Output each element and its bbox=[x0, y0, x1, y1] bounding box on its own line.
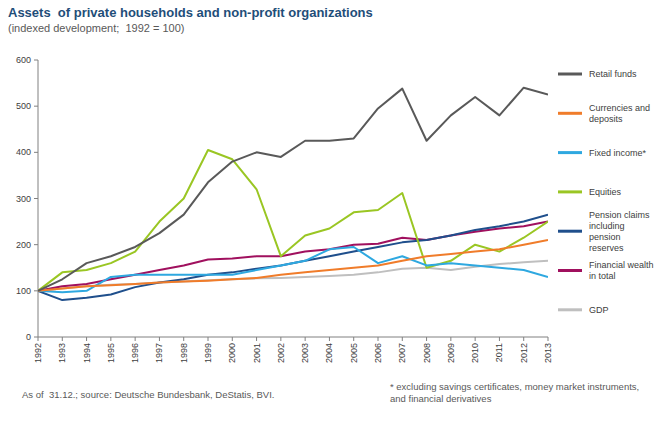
x-tick-label: 1996 bbox=[130, 343, 140, 363]
x-tick-label: 2008 bbox=[422, 343, 432, 363]
y-tick bbox=[34, 198, 38, 199]
chart-container: Assets of private households and non-pro… bbox=[0, 0, 661, 421]
series-line bbox=[38, 215, 548, 300]
x-tick-label: 2006 bbox=[373, 343, 383, 363]
x-tick-label: 2011 bbox=[494, 343, 504, 362]
x-tick-label: 2004 bbox=[324, 343, 334, 363]
legend-label: Equities bbox=[589, 187, 622, 197]
x-tick bbox=[499, 337, 500, 341]
x-tick-label: 1995 bbox=[106, 343, 116, 363]
y-tick bbox=[34, 152, 38, 153]
x-tick-label: 2000 bbox=[227, 343, 237, 363]
x-tick bbox=[62, 337, 63, 341]
x-tick bbox=[353, 337, 354, 341]
x-tick-label: 2001 bbox=[252, 343, 262, 363]
x-tick bbox=[208, 337, 209, 341]
footnote: * excluding savings certificates, money … bbox=[390, 381, 642, 404]
legend-label-line: Currencies and bbox=[589, 103, 653, 113]
x-tick bbox=[475, 337, 476, 341]
x-tick-label: 2012 bbox=[519, 343, 529, 363]
x-tick-label: 2002 bbox=[276, 343, 286, 363]
legend-label-line: GDP bbox=[589, 305, 609, 315]
legend-label-line: Pension claims bbox=[589, 210, 652, 220]
legend-label-line: Financial wealth bbox=[589, 260, 656, 270]
legend-swatch bbox=[558, 151, 582, 154]
x-tick-label: 2005 bbox=[349, 343, 359, 363]
legend-swatch bbox=[558, 308, 582, 311]
x-tick-label: 1994 bbox=[82, 343, 92, 363]
plot-area bbox=[38, 88, 548, 300]
legend-label-line: deposits bbox=[589, 114, 623, 124]
y-tick-label: 300 bbox=[16, 194, 31, 204]
x-tick bbox=[256, 337, 257, 341]
x-tick-label: 2013 bbox=[543, 343, 553, 363]
legend-swatch bbox=[558, 230, 582, 233]
series-line bbox=[38, 222, 548, 291]
x-tick-label: 1997 bbox=[154, 343, 164, 363]
legend-label-line: reserves bbox=[589, 243, 624, 253]
x-tick bbox=[450, 337, 451, 341]
y-tick-label: 500 bbox=[16, 101, 31, 111]
legend-label-line: Retail funds bbox=[589, 69, 637, 79]
y-tick bbox=[34, 337, 38, 338]
y-tick-label: 200 bbox=[16, 240, 31, 250]
x-tick-label: 2003 bbox=[300, 343, 310, 363]
source: As of 31.12.; source: Deutsche Bundesban… bbox=[22, 389, 274, 400]
legend-label: Currencies and deposits bbox=[589, 103, 653, 124]
legend-label: Financial wealth in total bbox=[589, 260, 656, 281]
x-tick bbox=[183, 337, 184, 341]
legend-swatch bbox=[558, 269, 582, 272]
legend-label: Fixed income* bbox=[589, 148, 647, 158]
subtitle: (indexed development; 1992 = 100) bbox=[8, 22, 184, 34]
legend-label-line: Equities bbox=[589, 187, 622, 197]
y-tick-label: 0 bbox=[26, 332, 31, 342]
y-tick-label: 100 bbox=[16, 286, 31, 296]
x-tick-label: 1993 bbox=[57, 343, 67, 363]
x-tick bbox=[159, 337, 160, 341]
series-line bbox=[38, 240, 548, 291]
y-tick bbox=[34, 290, 38, 291]
legend-label-line: including bbox=[589, 221, 627, 231]
x-tick-label: 1999 bbox=[203, 343, 213, 363]
x-tick bbox=[378, 337, 379, 341]
x-tick-label: 2009 bbox=[446, 343, 456, 363]
legend-label: Retail funds bbox=[589, 69, 637, 79]
x-tick bbox=[86, 337, 87, 341]
y-tick bbox=[34, 60, 38, 61]
x-axis bbox=[38, 337, 548, 338]
series-line bbox=[38, 150, 548, 291]
x-tick bbox=[329, 337, 330, 341]
footnote-line: and financial derivatives bbox=[390, 393, 492, 404]
x-tick bbox=[426, 337, 427, 341]
legend-swatch bbox=[558, 190, 582, 193]
y-tick-label: 600 bbox=[16, 55, 31, 65]
legend-label: GDP bbox=[589, 305, 609, 315]
x-tick bbox=[280, 337, 281, 341]
x-tick bbox=[110, 337, 111, 341]
legend-label-line: in total bbox=[589, 271, 616, 281]
x-tick-label: 1998 bbox=[179, 343, 189, 363]
x-tick-label: 2010 bbox=[470, 343, 480, 363]
legend-swatch bbox=[558, 112, 582, 115]
legend-label-line: Fixed income* bbox=[589, 148, 647, 158]
legend-label: Pension claims including pension reserve… bbox=[589, 210, 652, 253]
legend-swatch bbox=[558, 73, 582, 76]
x-tick bbox=[38, 337, 39, 341]
x-tick bbox=[548, 337, 549, 341]
x-tick-label: 2007 bbox=[397, 343, 407, 363]
x-tick bbox=[135, 337, 136, 341]
title: Assets of private households and non-pro… bbox=[8, 5, 373, 20]
x-tick bbox=[232, 337, 233, 341]
y-tick bbox=[34, 106, 38, 107]
x-tick bbox=[523, 337, 524, 341]
y-tick-label: 400 bbox=[16, 147, 31, 157]
x-tick-label: 1992 bbox=[33, 343, 43, 363]
y-tick bbox=[34, 244, 38, 245]
x-tick bbox=[305, 337, 306, 341]
x-tick bbox=[402, 337, 403, 341]
footnote-line: * excluding savings certificates, money … bbox=[390, 381, 642, 392]
legend-label-line: pension bbox=[589, 232, 623, 242]
chart-svg: Assets of private households and non-pro… bbox=[0, 0, 661, 421]
series-line bbox=[38, 88, 548, 291]
